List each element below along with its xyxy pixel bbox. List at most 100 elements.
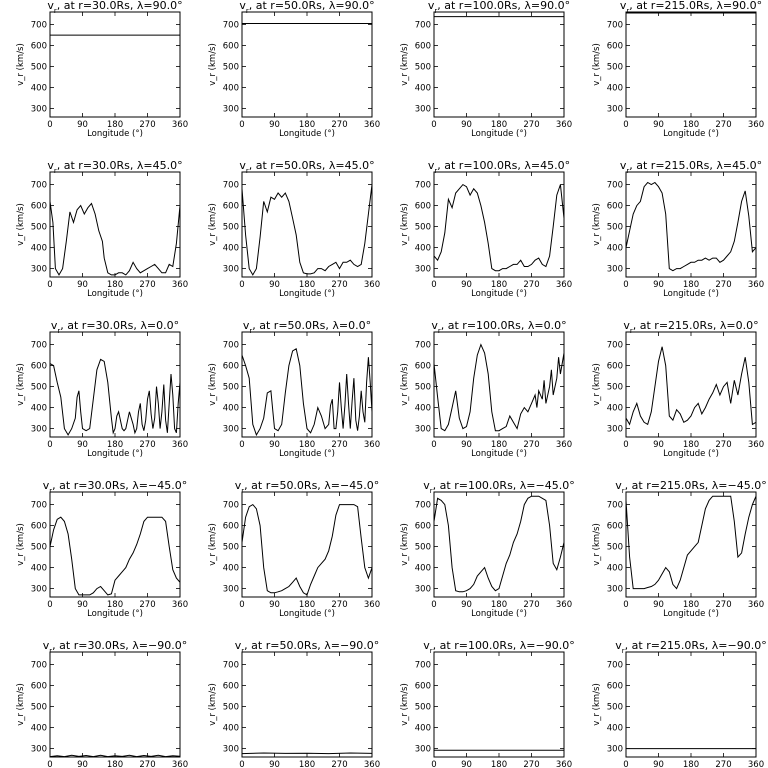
x-axis-label: Longitude (°) — [471, 289, 527, 299]
x-tick-label: 0 — [431, 600, 436, 610]
y-axis-label: v_r (km/s) — [208, 523, 218, 566]
y-axis-label: v_r (km/s) — [208, 683, 218, 726]
x-tick-label: 180 — [107, 120, 123, 130]
y-tick-label: 400 — [415, 404, 431, 414]
plot-frame — [49, 171, 181, 278]
x-axis-label: Longitude (°) — [87, 289, 143, 299]
y-tick-label: 400 — [223, 84, 239, 94]
plot-frame — [241, 651, 373, 758]
y-tick-label: 300 — [607, 265, 623, 275]
x-tick-label: 90 — [653, 280, 664, 290]
y-axis-label: v_r (km/s) — [16, 363, 26, 406]
y-tick-label: 600 — [223, 682, 239, 692]
x-tick-label: 0 — [239, 600, 244, 610]
y-tick-label: 300 — [607, 425, 623, 435]
x-tick-label: 0 — [47, 120, 52, 130]
y-axis-label: v_r (km/s) — [400, 683, 410, 726]
y-tick-label: 400 — [415, 564, 431, 574]
x-tick-label: 0 — [47, 440, 52, 450]
y-tick-label: 300 — [223, 265, 239, 275]
x-tick-label: 270 — [139, 120, 155, 130]
y-tick-label: 600 — [31, 522, 47, 532]
x-tick-label: 360 — [556, 760, 572, 768]
x-tick-label: 0 — [47, 280, 52, 290]
y-tick-label: 600 — [31, 682, 47, 692]
y-tick-label: 300 — [415, 745, 431, 755]
x-tick-label: 270 — [331, 600, 347, 610]
vr-series-line — [50, 754, 180, 757]
x-axis-label: Longitude (°) — [279, 609, 335, 619]
y-tick-label: 700 — [223, 501, 239, 511]
x-tick-label: 270 — [715, 120, 731, 130]
x-tick-label: 360 — [172, 760, 188, 768]
x-tick-label: 0 — [239, 120, 244, 130]
y-tick-label: 400 — [607, 564, 623, 574]
y-tick-label: 600 — [607, 42, 623, 52]
y-tick-label: 300 — [223, 105, 239, 115]
x-tick-label: 270 — [139, 600, 155, 610]
y-axis-label: v_r (km/s) — [16, 43, 26, 86]
vr-series-line — [626, 495, 756, 590]
x-tick-label: 180 — [491, 600, 507, 610]
y-tick-label: 700 — [607, 501, 623, 511]
y-tick-label: 400 — [607, 724, 623, 734]
y-tick-label: 300 — [415, 585, 431, 595]
x-axis-label: Longitude (°) — [471, 449, 527, 459]
x-tick-label: 180 — [683, 600, 699, 610]
y-tick-label: 700 — [415, 501, 431, 511]
vr-series-line — [434, 183, 564, 272]
x-tick-label: 180 — [683, 280, 699, 290]
y-tick-label: 700 — [31, 181, 47, 191]
x-tick-label: 90 — [461, 440, 472, 450]
x-tick-label: 90 — [653, 760, 664, 768]
x-axis-label: Longitude (°) — [471, 609, 527, 619]
vr-series-line — [242, 348, 372, 437]
x-tick-label: 90 — [77, 440, 88, 450]
x-tick-label: 0 — [431, 280, 436, 290]
x-tick-label: 90 — [653, 440, 664, 450]
y-tick-label: 600 — [223, 362, 239, 372]
y-tick-label: 400 — [31, 564, 47, 574]
y-tick-label: 600 — [415, 202, 431, 212]
y-axis-label: v_r (km/s) — [592, 363, 602, 406]
panel-15: vr, at r=215.0Rs, λ=−45.0° 0 90 180 270 360 30… — [592, 479, 767, 619]
panel-title: vr, at r=215.0Rs, λ=0.0° — [623, 319, 758, 335]
plot-frame — [433, 11, 565, 118]
panel-17: vr, at r=50.0Rs, λ=−90.0° 0 90 180 270 360 300… — [208, 639, 380, 768]
x-tick-label: 90 — [269, 600, 280, 610]
panel-title: vr, at r=215.0Rs, λ=−45.0° — [615, 479, 766, 495]
panel-0: vr, at r=30.0Rs, λ=90.0° 0 90 180 270 360 300 4… — [16, 0, 188, 139]
x-tick-label: 270 — [331, 280, 347, 290]
x-tick-label: 360 — [364, 440, 380, 450]
x-tick-label: 270 — [523, 440, 539, 450]
y-tick-label: 500 — [607, 543, 623, 553]
x-axis-label: Longitude (°) — [663, 289, 719, 299]
panel-14: vr, at r=100.0Rs, λ=−45.0° 0 90 180 270 360 30… — [400, 479, 575, 619]
y-tick-label: 500 — [415, 703, 431, 713]
y-tick-label: 700 — [415, 181, 431, 191]
x-axis-label: Longitude (°) — [87, 449, 143, 459]
panel-title: vr, at r=30.0Rs, λ=45.0° — [47, 159, 182, 175]
y-axis-label: v_r (km/s) — [592, 203, 602, 246]
x-axis-label: Longitude (°) — [471, 129, 527, 139]
y-tick-label: 600 — [223, 522, 239, 532]
y-tick-label: 300 — [31, 265, 47, 275]
x-tick-label: 90 — [77, 760, 88, 768]
y-tick-label: 600 — [31, 202, 47, 212]
panel-16: vr, at r=30.0Rs, λ=−90.0° 0 90 180 270 360 300… — [16, 639, 188, 768]
x-tick-label: 0 — [623, 600, 628, 610]
y-tick-label: 600 — [607, 362, 623, 372]
x-tick-label: 0 — [47, 760, 52, 768]
y-axis-label: v_r (km/s) — [592, 523, 602, 566]
y-tick-label: 400 — [415, 244, 431, 254]
y-tick-label: 600 — [415, 682, 431, 692]
y-tick-label: 500 — [223, 223, 239, 233]
x-tick-label: 360 — [172, 600, 188, 610]
y-tick-label: 300 — [415, 105, 431, 115]
y-tick-label: 500 — [607, 703, 623, 713]
plot-frame — [241, 11, 373, 118]
y-tick-label: 500 — [415, 543, 431, 553]
plot-frame — [433, 171, 565, 278]
x-tick-label: 270 — [523, 120, 539, 130]
